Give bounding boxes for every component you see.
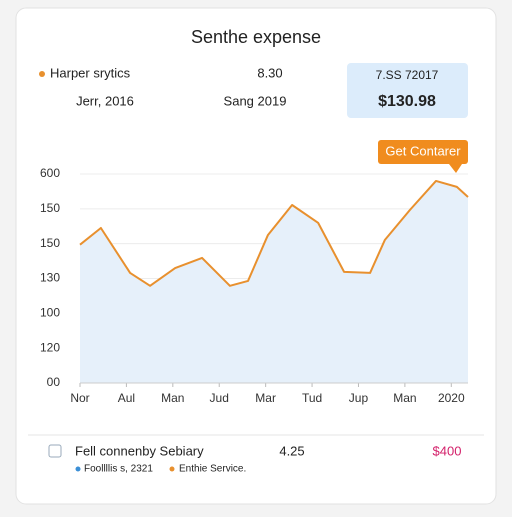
- legend-left: Foollllis s, 2321: [84, 464, 153, 475]
- x-tick-label: Jup: [349, 391, 369, 405]
- footer-value: 4.25: [279, 443, 304, 458]
- footer-amount: $400: [433, 443, 462, 458]
- x-tick-label: Tud: [302, 391, 322, 405]
- y-tick-label: 130: [40, 271, 60, 285]
- date-left: Jerr, 2016: [76, 93, 134, 108]
- button[interactable]: [378, 140, 468, 164]
- summary-value: 8.30: [257, 65, 282, 80]
- icon: [48, 444, 62, 458]
- legend-dot: [169, 466, 175, 472]
- legend-dot: [75, 466, 81, 472]
- date-right: Sang 2019: [224, 93, 287, 108]
- y-tick-label: 600: [40, 166, 60, 180]
- x-tick-label: Man: [393, 391, 416, 405]
- line: [79, 179, 469, 287]
- title: Senthe expense: [191, 27, 321, 47]
- y-tick-label: 150: [40, 201, 60, 215]
- box-value: $130.98: [378, 93, 436, 110]
- dot: [39, 71, 45, 77]
- button-pointer: [449, 164, 462, 173]
- legend-entry: Enthie Service.: [179, 464, 246, 475]
- x-tick-label: Jud: [210, 391, 229, 405]
- button-label[interactable]: Get Contarer: [385, 143, 461, 158]
- summary-label: Harper srytics: [50, 65, 131, 80]
- y-tick-label: 150: [40, 236, 60, 250]
- x-tick-label: Aul: [118, 391, 135, 405]
- x-tick-label: Nor: [70, 391, 89, 405]
- area: [80, 180, 468, 383]
- x-tick-label: Man: [161, 391, 184, 405]
- y-tick-label: 100: [40, 306, 60, 320]
- footer-label: Fell connenby Sebiary: [75, 443, 204, 458]
- box-top: 7.SS 72017: [376, 68, 439, 82]
- y-tick-label: 00: [47, 375, 61, 389]
- x-tick-label: Mar: [255, 391, 276, 405]
- summary-box: [347, 63, 468, 118]
- x-tick-label: 2020: [438, 391, 465, 405]
- y-tick-label: 120: [40, 340, 60, 354]
